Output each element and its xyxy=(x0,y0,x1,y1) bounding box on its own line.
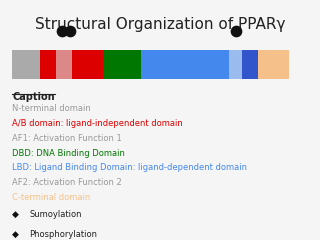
Point xyxy=(68,29,73,33)
Text: Caption: Caption xyxy=(12,92,55,102)
Bar xyxy=(242,50,258,79)
Text: Structural Organization of PPARγ: Structural Organization of PPARγ xyxy=(35,17,285,32)
Point xyxy=(233,29,238,33)
Text: ◆: ◆ xyxy=(12,210,19,219)
Text: N-terminal domain: N-terminal domain xyxy=(12,104,91,113)
Bar xyxy=(56,50,72,79)
Text: AF1: Activation Function 1: AF1: Activation Function 1 xyxy=(12,134,122,143)
Text: Phosphorylation: Phosphorylation xyxy=(29,230,97,239)
Text: AF2: Activation Function 2: AF2: Activation Function 2 xyxy=(12,178,122,187)
Bar xyxy=(40,50,56,79)
Bar xyxy=(258,50,289,79)
Text: A/B domain: ligand-independent domain: A/B domain: ligand-independent domain xyxy=(12,119,183,128)
Text: Sumoylation: Sumoylation xyxy=(29,210,82,219)
Text: LBD: Ligand Binding Domain: ligand-dependent domain: LBD: Ligand Binding Domain: ligand-depen… xyxy=(12,163,247,172)
Bar xyxy=(141,50,229,79)
Bar xyxy=(72,50,103,79)
Bar xyxy=(12,50,40,79)
Bar xyxy=(103,50,141,79)
Point xyxy=(60,29,65,33)
Text: DBD: DNA Binding Domain: DBD: DNA Binding Domain xyxy=(12,149,125,157)
Bar xyxy=(229,50,242,79)
Text: C-terminal domain: C-terminal domain xyxy=(12,193,90,202)
Text: ◆: ◆ xyxy=(12,230,19,239)
